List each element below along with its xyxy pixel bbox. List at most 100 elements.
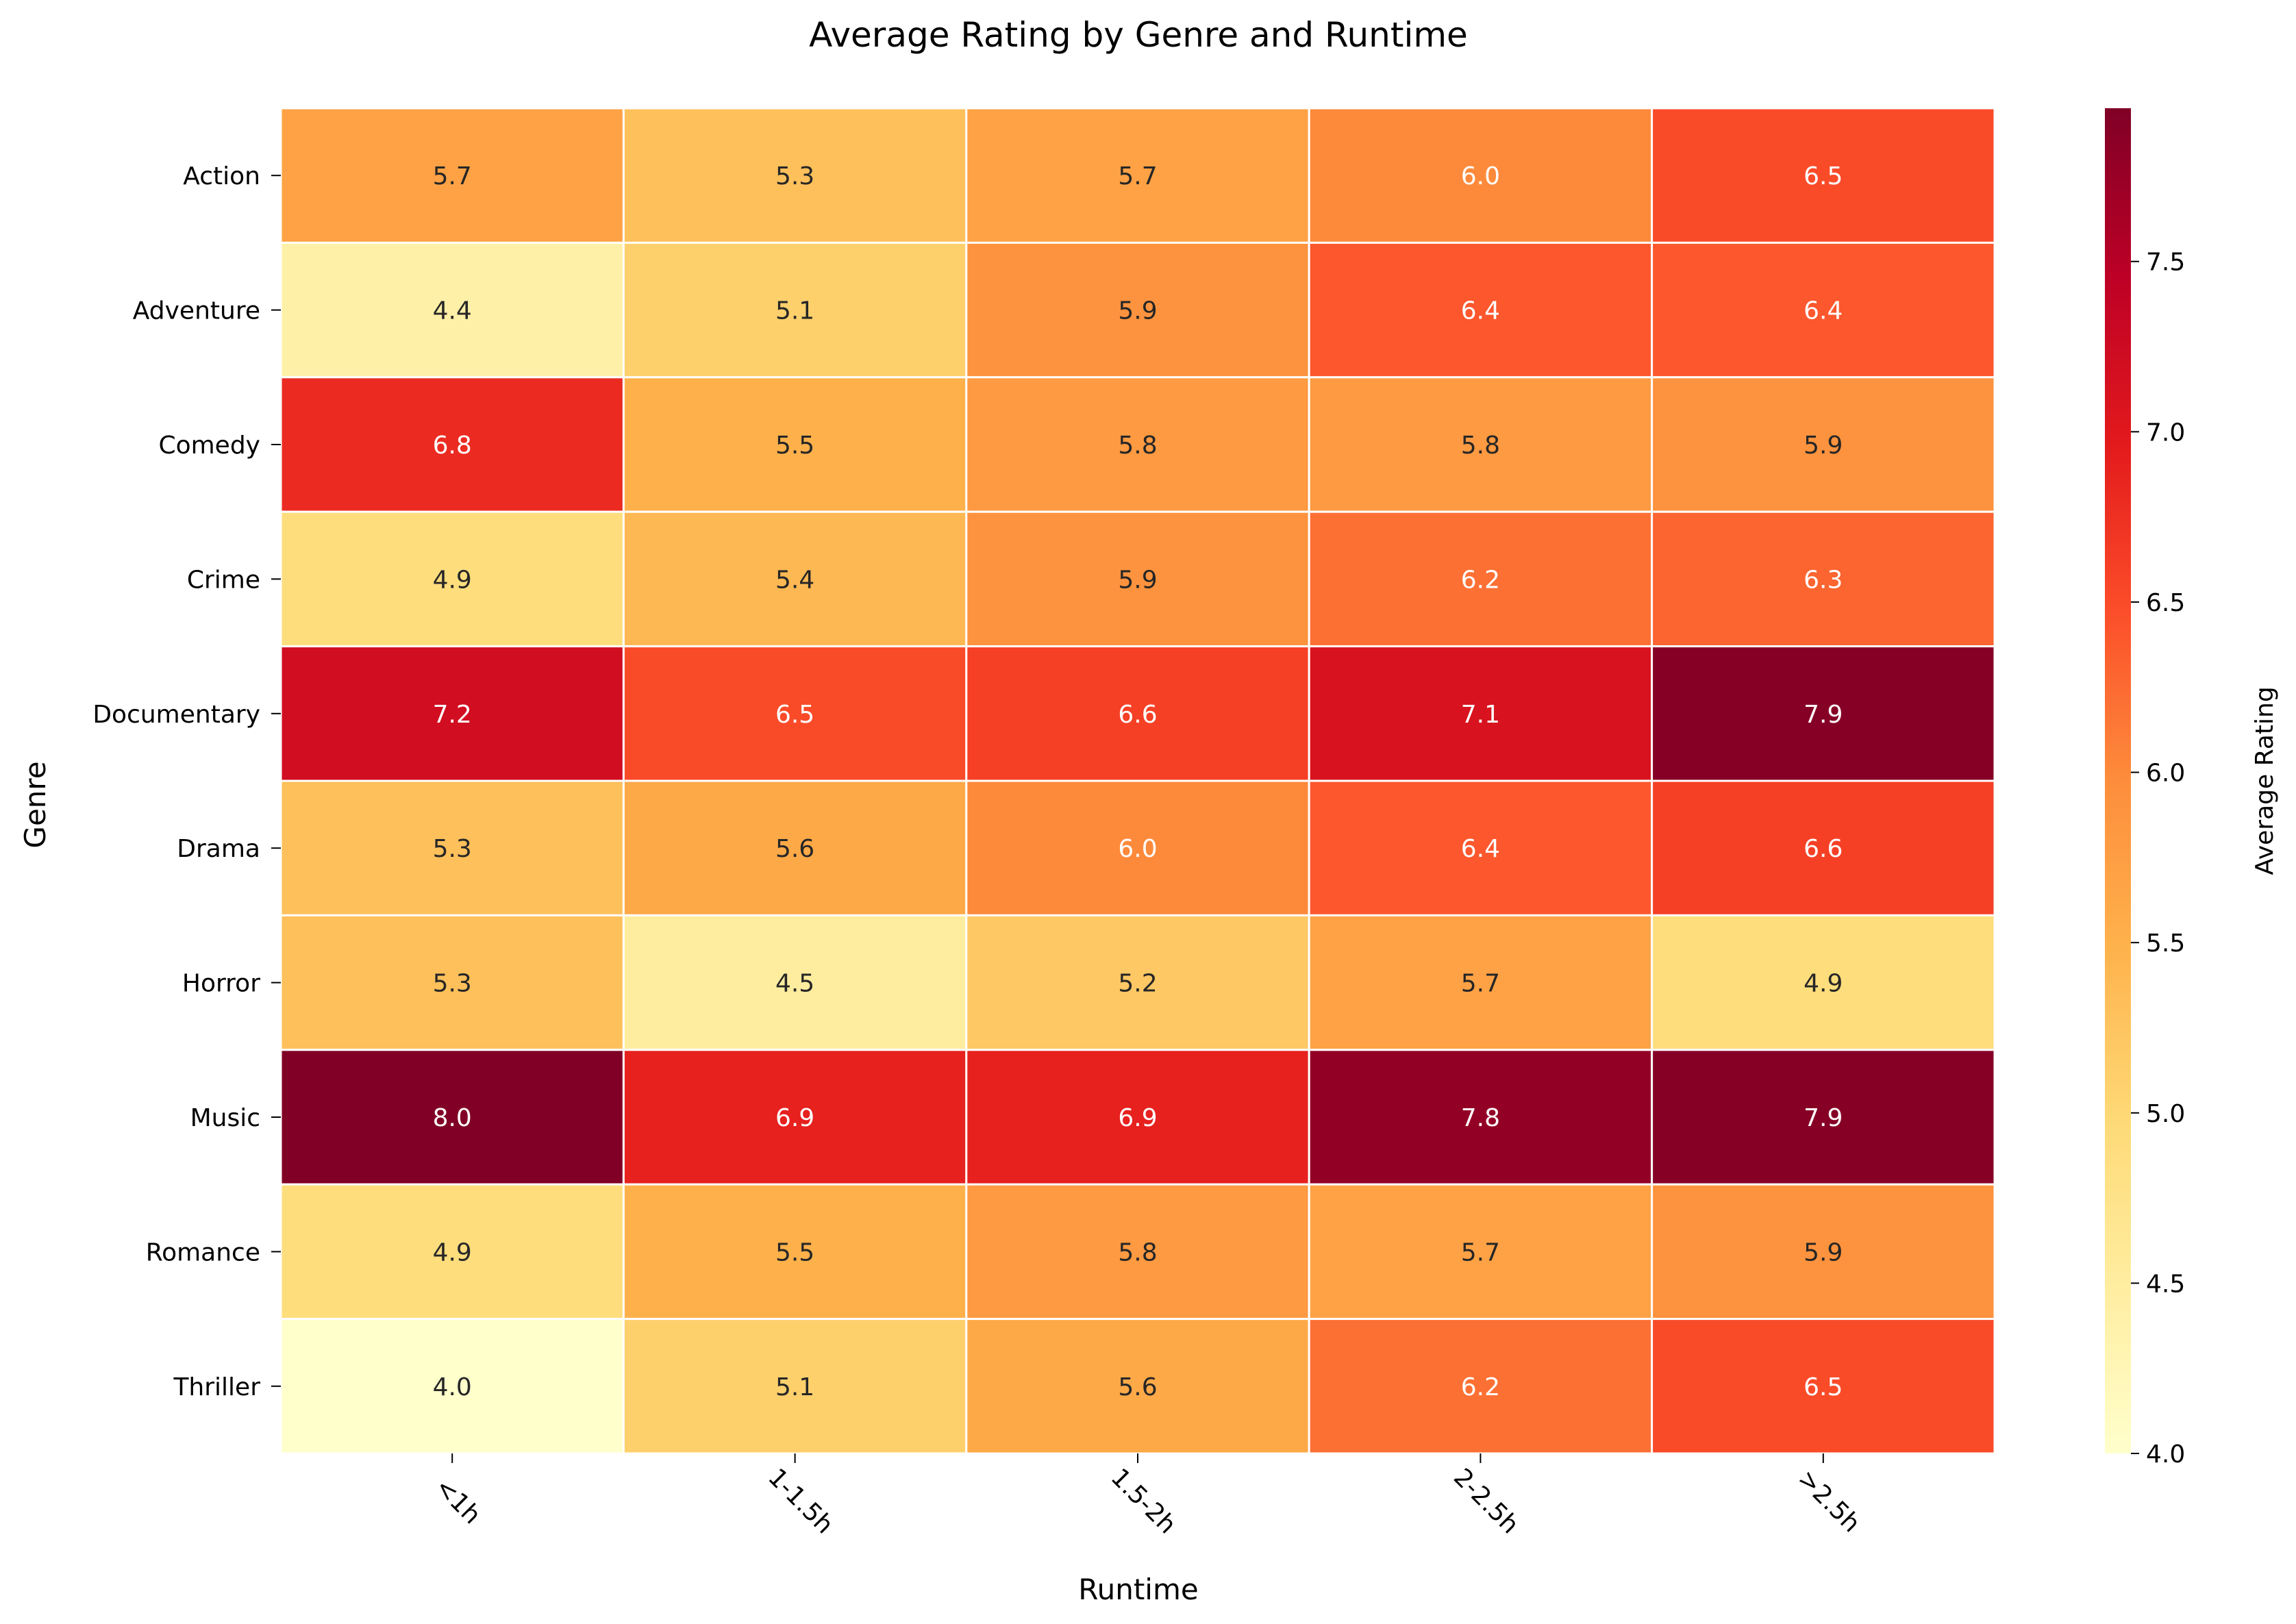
y-tick-label: Thriller xyxy=(173,1373,260,1401)
cell-value-label: 6.3 xyxy=(1804,566,1843,594)
y-tick-label: Comedy xyxy=(158,432,260,460)
heatmap-cell xyxy=(965,376,1310,513)
heatmap-cell xyxy=(279,107,625,244)
cell-value-label: 5.7 xyxy=(1118,162,1157,190)
heatmap-cell xyxy=(1651,779,1996,916)
colorbar-tick-label: 5.0 xyxy=(2146,1100,2185,1128)
cell-value-label: 6.9 xyxy=(1118,1104,1157,1132)
colorbar-tick-label: 5.5 xyxy=(2146,929,2185,958)
cell-value-label: 5.9 xyxy=(1804,1238,1843,1266)
colorbar-tick-label: 7.5 xyxy=(2146,249,2185,277)
heatmap-cell xyxy=(622,107,968,244)
cell-value-label: 5.5 xyxy=(775,1238,814,1266)
cell-value-label: 7.9 xyxy=(1804,701,1843,729)
cell-value-label: 4.5 xyxy=(775,970,814,998)
heatmap-cell xyxy=(622,1318,968,1455)
cell-value-label: 5.9 xyxy=(1804,432,1843,460)
x-tick-label: 2-2.5h xyxy=(1448,1463,1524,1539)
heatmap-cell xyxy=(622,1183,968,1321)
cell-value-label: 5.1 xyxy=(775,297,814,325)
heatmap-cell xyxy=(1651,1183,1996,1321)
colorbar-label: Average Rating xyxy=(2251,686,2279,875)
colorbar: 4.0 4.5 5.0 5.5 6.0 6.5 7.0 7.5 Average Rating xyxy=(2105,108,2279,1469)
cell-value-label: 6.0 xyxy=(1118,835,1157,863)
cell-value-label: 5.6 xyxy=(775,835,814,863)
cell-value-label: 5.6 xyxy=(1118,1373,1157,1401)
heatmap-cell xyxy=(965,510,1310,648)
cell-value-label: 5.8 xyxy=(1118,432,1157,460)
heatmap-cell xyxy=(1308,376,1654,513)
chart-title: Average Rating by Genre and Runtime xyxy=(809,15,1468,55)
cell-value-label: 6.4 xyxy=(1461,297,1500,325)
cell-value-label: 6.6 xyxy=(1118,701,1157,729)
heatmap-cell xyxy=(279,645,625,782)
heatmap-cell xyxy=(965,1049,1310,1186)
heatmap-cell xyxy=(1651,510,1996,648)
heatmap-cell xyxy=(622,1049,968,1186)
cell-value-label: 5.3 xyxy=(433,835,472,863)
heatmap-cell xyxy=(1308,1049,1654,1186)
cell-value-label: 4.9 xyxy=(433,566,472,594)
cell-value-label: 5.8 xyxy=(1118,1238,1157,1266)
cell-value-label: 6.2 xyxy=(1461,1373,1500,1401)
cell-value-label: 7.9 xyxy=(1804,1104,1843,1132)
heatmap-cell xyxy=(279,241,625,379)
heatmap-cell xyxy=(965,107,1310,244)
colorbar-gradient xyxy=(2105,108,2131,1453)
cell-value-label: 5.3 xyxy=(433,970,472,998)
cell-value-label: 5.5 xyxy=(775,432,814,460)
heatmap-cell xyxy=(279,1049,625,1186)
heatmap-cells: 5.7 5.3 5.7 6.0 6.5 4.4 5.1 5.9 6.4 6.4 6.8 5.5 5.8 5… xyxy=(279,107,1996,1455)
cell-value-label: 5.7 xyxy=(433,162,472,190)
cell-value-label: 7.1 xyxy=(1461,701,1500,729)
y-tick-label: Music xyxy=(190,1104,260,1132)
heatmap-cell xyxy=(1651,376,1996,513)
y-tick-label: Horror xyxy=(182,970,260,998)
y-tick-label: Drama xyxy=(177,835,260,863)
heatmap-cell xyxy=(279,914,625,1051)
cell-value-label: 5.9 xyxy=(1118,297,1157,325)
cell-value-label: 4.9 xyxy=(433,1238,472,1266)
cell-value-label: 6.6 xyxy=(1804,835,1843,863)
heatmap-cell xyxy=(965,1318,1310,1455)
x-tick-label: 1.5-2h xyxy=(1106,1463,1182,1539)
cell-value-label: 5.9 xyxy=(1118,566,1157,594)
y-tick-label: Documentary xyxy=(92,701,260,729)
cell-value-label: 4.4 xyxy=(433,297,472,325)
heatmap-cell xyxy=(622,510,968,648)
y-tick-label: Romance xyxy=(146,1238,260,1266)
cell-value-label: 6.5 xyxy=(1804,1373,1843,1401)
heatmap-cell xyxy=(1308,1318,1654,1455)
cell-value-label: 5.1 xyxy=(775,1373,814,1401)
heatmap-cell xyxy=(279,1318,625,1455)
heatmap-cell xyxy=(1651,107,1996,244)
y-tick-label: Adventure xyxy=(133,297,260,325)
heatmap-cell xyxy=(1651,241,1996,379)
heatmap-cell xyxy=(1651,1049,1996,1186)
cell-value-label: 6.4 xyxy=(1804,297,1843,325)
heatmap-cell xyxy=(1651,645,1996,782)
x-axis-label: Runtime xyxy=(1078,1573,1198,1606)
cell-value-label: 6.8 xyxy=(433,432,472,460)
heatmap-cell xyxy=(622,645,968,782)
y-axis-label: Genre xyxy=(18,761,52,848)
heatmap-cell xyxy=(1651,1318,1996,1455)
y-axis-ticks: Action Adventure Comedy Crime Documentary Dra… xyxy=(92,162,281,1401)
cell-value-label: 8.0 xyxy=(433,1104,472,1132)
heatmap-cell xyxy=(1651,914,1996,1051)
heatmap-cell xyxy=(965,241,1310,379)
colorbar-tick-label: 6.0 xyxy=(2146,760,2185,788)
cell-value-label: 5.4 xyxy=(775,566,814,594)
y-tick-label: Action xyxy=(183,162,260,190)
x-tick-label: 1-1.5h xyxy=(762,1463,838,1539)
heatmap-cell xyxy=(965,1183,1310,1321)
heatmap-cell xyxy=(965,645,1310,782)
cell-value-label: 6.0 xyxy=(1461,162,1500,190)
cell-value-label: 7.8 xyxy=(1461,1104,1500,1132)
cell-value-label: 7.2 xyxy=(433,701,472,729)
heatmap-cell xyxy=(622,779,968,916)
heatmap-cell xyxy=(965,779,1310,916)
cell-value-label: 4.9 xyxy=(1804,970,1843,998)
colorbar-tick-label: 4.5 xyxy=(2146,1270,2185,1298)
